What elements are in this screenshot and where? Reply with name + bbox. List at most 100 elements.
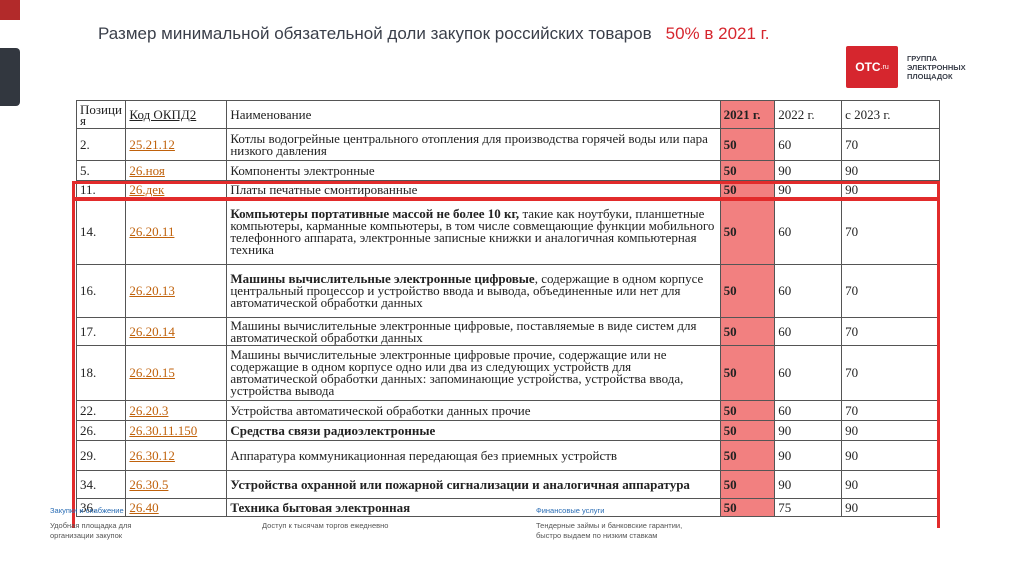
- okpd-code-link[interactable]: 26.ноя: [125, 160, 228, 181]
- value-2022: 90: [774, 470, 843, 499]
- value-2023: 70: [841, 264, 940, 318]
- value-2022: 60: [774, 198, 843, 265]
- row-position: 29.: [75, 440, 127, 471]
- row-name-bold: Машины вычислительные электронные цифров…: [230, 271, 535, 286]
- okpd-code-link[interactable]: 26.30.12: [125, 440, 228, 471]
- row-name: Аппаратура коммуникационная передающая б…: [226, 440, 721, 471]
- footer-finance-text: Тендерные займы и банковские гарантии,: [536, 521, 683, 530]
- table-row: 34. 26.30.5 Устройства охранной или пожа…: [75, 470, 940, 499]
- value-2021: 50: [719, 160, 776, 181]
- value-2022: 60: [774, 128, 843, 161]
- row-name: Машины вычислительные электронные цифров…: [226, 345, 721, 401]
- footer-finance-text: быстро выдаем по низким ставкам: [536, 531, 658, 540]
- value-2022: 90: [774, 420, 843, 441]
- row-name-rest: , содержащие в одном корпусе центральный…: [230, 271, 704, 310]
- table-row: 11. 26.дек Платы печатные смонтированные…: [75, 180, 940, 199]
- title-accent: 50% в 2021 г.: [665, 24, 770, 43]
- ots-logo: ОТС .ru: [846, 46, 898, 88]
- table-row: 16. 26.20.13 Машины вычислительные элект…: [75, 264, 940, 318]
- value-2021: 50: [719, 440, 776, 471]
- value-2021: 50: [719, 264, 776, 318]
- row-position: 5.: [75, 160, 127, 181]
- value-2021: 50: [719, 317, 776, 346]
- value-2023: 90: [841, 470, 940, 499]
- footer-procurement-text: организации закупок: [50, 531, 123, 540]
- slide-title: Размер минимальной обязательной доли зак…: [98, 24, 770, 44]
- value-2021: 50: [719, 400, 776, 421]
- footer-finance-title[interactable]: Финансовые услуги: [536, 506, 605, 515]
- table-row: 22. 26.20.3 Устройства автоматической об…: [75, 400, 940, 421]
- row-name-rest: такие как ноутбуки, планшетные компьютер…: [230, 205, 715, 257]
- okpd-code-link[interactable]: 26.дек: [125, 180, 228, 199]
- okpd-code-link[interactable]: 25.21.12: [125, 128, 228, 161]
- table-row: 26. 26.30.11.150 Средства связи радиоэле…: [75, 420, 940, 441]
- row-position: 22.: [75, 400, 127, 421]
- header-2021: 2021 г.: [719, 100, 776, 129]
- row-name: Устройства охранной или пожарной сигнали…: [226, 470, 721, 499]
- row-name: Компоненты электронные: [226, 160, 721, 181]
- value-2023: 70: [841, 400, 940, 421]
- table-row: 5. 26.ноя Компоненты электронные 50 90 9…: [75, 160, 940, 181]
- row-position: 17.: [75, 317, 127, 346]
- okpd-code-link[interactable]: 26.20.11: [125, 198, 228, 265]
- logo-caption-line: ГРУППА: [907, 54, 938, 63]
- title-text: Размер минимальной обязательной доли зак…: [98, 24, 652, 43]
- table-row: 14. 26.20.11 Компьютеры портативные масс…: [75, 198, 940, 265]
- footer-procurement-title[interactable]: Закупки и снабжение: [50, 506, 124, 515]
- header-code: Код ОКПД2: [125, 100, 228, 129]
- table-row: 2. 25.21.12 Котлы водогрейные центрально…: [75, 128, 940, 161]
- value-2023: 70: [841, 128, 940, 161]
- value-2023: 90: [841, 180, 940, 199]
- table-row: 36. 26.40 Техника бытовая электронная 50…: [75, 498, 940, 517]
- row-name: Платы печатные смонтированные: [226, 180, 721, 199]
- top-right-marker: [1012, 10, 1018, 22]
- row-name: Компьютеры портативные массой не более 1…: [226, 198, 721, 265]
- row-position: 14.: [75, 198, 127, 265]
- value-2023: 70: [841, 317, 940, 346]
- footer-finance: Финансовые услуги Тендерные займы и банк…: [536, 506, 682, 541]
- row-position: 26.: [75, 420, 127, 441]
- value-2021: 50: [719, 128, 776, 161]
- value-2022: 60: [774, 264, 843, 318]
- value-2023: 70: [841, 198, 940, 265]
- logo-caption-line: ЭЛЕКТРОННЫХ: [907, 63, 966, 72]
- okpd-code-link[interactable]: 26.40: [125, 498, 228, 517]
- value-2022: 60: [774, 345, 843, 401]
- row-name: Техника бытовая электронная: [226, 498, 721, 517]
- value-2021: 50: [719, 198, 776, 265]
- value-2021: 50: [719, 470, 776, 499]
- okpd-code-link[interactable]: 26.30.11.150: [125, 420, 228, 441]
- value-2022: 90: [774, 160, 843, 181]
- header-position: Позиция: [75, 100, 127, 129]
- footer-procurement: Закупки и снабжение Удобная площадка для…: [50, 506, 131, 541]
- okpd-code-link[interactable]: 26.20.14: [125, 317, 228, 346]
- value-2022: 60: [774, 317, 843, 346]
- value-2022: 60: [774, 400, 843, 421]
- okpd-code-link[interactable]: 26.20.13: [125, 264, 228, 318]
- logo-domain: .ru: [880, 63, 889, 71]
- header-name: Наименование: [226, 100, 721, 129]
- value-2023: 70: [841, 345, 940, 401]
- okpd-code-link[interactable]: 26.20.3: [125, 400, 228, 421]
- header-2023: с 2023 г.: [841, 100, 940, 129]
- table-row: 18. 26.20.15 Машины вычислительные элект…: [75, 345, 940, 401]
- table-row: 29. 26.30.12 Аппаратура коммуникационная…: [75, 440, 940, 471]
- okpd-code-link[interactable]: 26.30.5: [125, 470, 228, 499]
- footer-tenders: Доступ к тысячам торгов ежедневно: [262, 521, 388, 531]
- value-2021: 50: [719, 420, 776, 441]
- side-tab[interactable]: [0, 48, 20, 106]
- row-name: Устройства автоматической обработки данн…: [226, 400, 721, 421]
- value-2021: 50: [719, 345, 776, 401]
- row-name: Машины вычислительные электронные цифров…: [226, 264, 721, 318]
- value-2021: 50: [719, 498, 776, 517]
- value-2023: 90: [841, 498, 940, 517]
- value-2023: 90: [841, 440, 940, 471]
- row-position: 16.: [75, 264, 127, 318]
- table-header-row: Позиция Код ОКПД2 Наименование 2021 г. 2…: [75, 100, 940, 129]
- row-position: 2.: [75, 128, 127, 161]
- logo-brand: ОТС: [855, 60, 881, 74]
- logo-caption: ГРУППА ЭЛЕКТРОННЫХ ПЛОЩАДОК: [907, 54, 966, 81]
- okpd-code-link[interactable]: 26.20.15: [125, 345, 228, 401]
- row-position: 18.: [75, 345, 127, 401]
- value-2023: 90: [841, 420, 940, 441]
